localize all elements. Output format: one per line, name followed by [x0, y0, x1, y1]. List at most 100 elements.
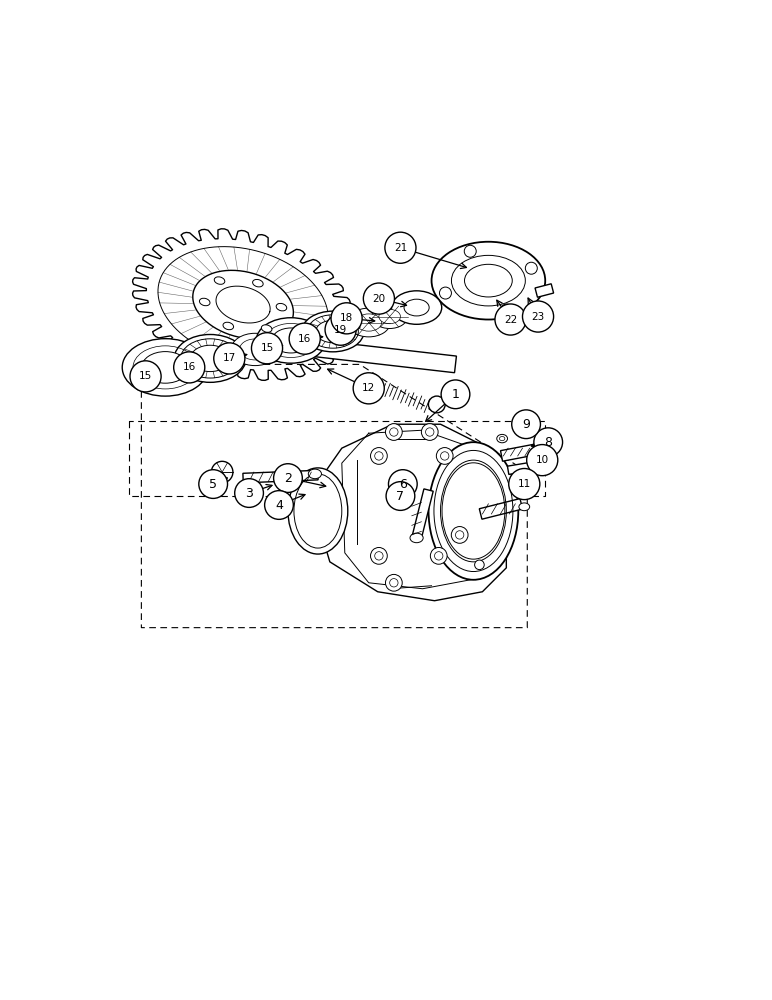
Ellipse shape — [428, 396, 445, 413]
Ellipse shape — [391, 291, 442, 324]
Polygon shape — [321, 424, 506, 601]
Circle shape — [364, 283, 394, 314]
Polygon shape — [272, 335, 456, 373]
Circle shape — [265, 491, 293, 519]
Circle shape — [235, 479, 263, 507]
Circle shape — [199, 470, 228, 498]
Ellipse shape — [379, 309, 401, 324]
Ellipse shape — [256, 318, 326, 363]
Text: 7: 7 — [397, 490, 405, 503]
Ellipse shape — [356, 314, 381, 331]
Polygon shape — [500, 443, 543, 461]
Polygon shape — [193, 270, 293, 339]
Circle shape — [523, 301, 554, 332]
Circle shape — [371, 547, 388, 564]
Circle shape — [452, 527, 468, 543]
Circle shape — [475, 560, 484, 570]
Circle shape — [385, 232, 416, 263]
Text: 21: 21 — [394, 243, 407, 253]
Text: 23: 23 — [531, 312, 545, 322]
Circle shape — [331, 303, 362, 334]
Text: 4: 4 — [275, 499, 283, 512]
Ellipse shape — [410, 533, 423, 543]
Circle shape — [527, 445, 558, 476]
Circle shape — [290, 323, 320, 354]
Text: 11: 11 — [518, 479, 531, 489]
Ellipse shape — [347, 308, 391, 337]
Ellipse shape — [404, 299, 429, 316]
Circle shape — [464, 245, 476, 257]
Text: 16: 16 — [183, 362, 196, 372]
Polygon shape — [479, 499, 523, 519]
Ellipse shape — [272, 328, 310, 353]
Text: 6: 6 — [399, 478, 407, 491]
Circle shape — [509, 469, 540, 500]
Text: 12: 12 — [362, 383, 375, 393]
Circle shape — [422, 424, 438, 440]
Text: 17: 17 — [222, 353, 236, 363]
Circle shape — [174, 352, 205, 383]
Circle shape — [534, 428, 563, 457]
Circle shape — [525, 262, 537, 274]
Ellipse shape — [262, 325, 272, 332]
Circle shape — [512, 410, 540, 439]
Circle shape — [441, 380, 470, 409]
Ellipse shape — [239, 339, 271, 360]
Text: 2: 2 — [284, 472, 292, 485]
Ellipse shape — [432, 242, 545, 320]
Text: 1: 1 — [452, 388, 459, 401]
Ellipse shape — [215, 277, 225, 284]
Text: 5: 5 — [209, 478, 217, 491]
Circle shape — [212, 461, 233, 483]
Circle shape — [439, 287, 452, 299]
Circle shape — [388, 470, 417, 498]
Text: 9: 9 — [522, 418, 530, 431]
Circle shape — [386, 482, 415, 510]
Ellipse shape — [199, 298, 210, 306]
Text: 15: 15 — [139, 371, 152, 381]
Circle shape — [353, 373, 384, 404]
Circle shape — [252, 333, 283, 364]
Ellipse shape — [231, 333, 279, 366]
Ellipse shape — [308, 469, 321, 479]
Text: 16: 16 — [298, 334, 311, 344]
Ellipse shape — [141, 352, 189, 383]
Text: 10: 10 — [536, 455, 549, 465]
Ellipse shape — [276, 303, 286, 311]
Polygon shape — [412, 489, 433, 539]
Polygon shape — [243, 470, 318, 483]
Text: 18: 18 — [340, 313, 354, 323]
Circle shape — [385, 574, 402, 591]
Text: 19: 19 — [334, 325, 347, 335]
Circle shape — [130, 361, 161, 392]
Circle shape — [430, 547, 447, 564]
Ellipse shape — [496, 434, 507, 443]
Text: 3: 3 — [245, 487, 253, 500]
Ellipse shape — [174, 334, 246, 382]
Circle shape — [273, 464, 303, 492]
Ellipse shape — [252, 279, 263, 287]
Ellipse shape — [465, 264, 513, 297]
Polygon shape — [507, 462, 534, 474]
Circle shape — [325, 314, 356, 345]
Ellipse shape — [288, 468, 347, 554]
Circle shape — [385, 424, 402, 440]
Text: 22: 22 — [504, 315, 517, 325]
Text: 15: 15 — [260, 343, 273, 353]
Ellipse shape — [519, 503, 530, 511]
Ellipse shape — [122, 339, 208, 396]
Circle shape — [214, 343, 245, 374]
Text: 8: 8 — [544, 436, 552, 449]
Ellipse shape — [223, 322, 234, 330]
Ellipse shape — [302, 311, 364, 352]
Ellipse shape — [428, 442, 518, 580]
Polygon shape — [535, 284, 554, 297]
Circle shape — [436, 448, 453, 464]
Ellipse shape — [191, 345, 230, 372]
Circle shape — [500, 304, 513, 316]
Ellipse shape — [372, 305, 408, 329]
Text: 20: 20 — [372, 294, 385, 304]
Circle shape — [495, 304, 526, 335]
Ellipse shape — [316, 320, 350, 343]
Circle shape — [371, 448, 388, 464]
